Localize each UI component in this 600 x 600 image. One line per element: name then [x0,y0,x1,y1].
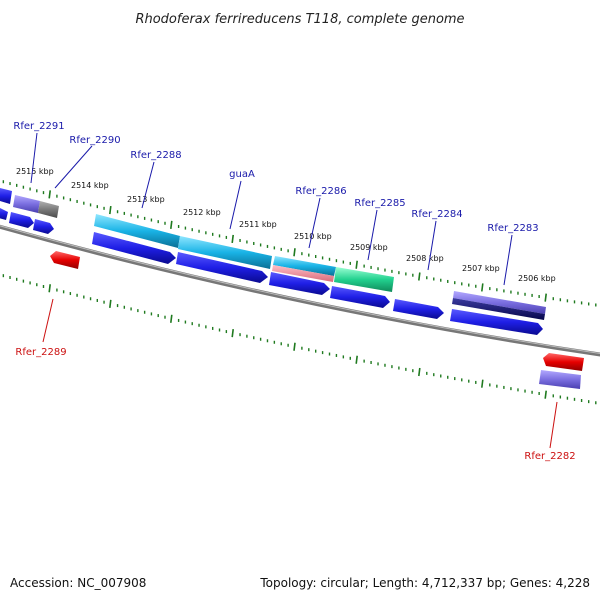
ring-tick [109,299,112,308]
ring-tick [481,379,484,388]
tick-label: 2510 kbp [294,232,332,241]
reverse-cds-track [50,251,584,389]
cds-arrow[interactable] [92,232,176,264]
ring-tick [418,272,421,281]
cds-arrow[interactable] [176,252,268,283]
gene-label[interactable]: Rfer_2285 [354,198,405,209]
tick-label: 2509 kbp [350,243,388,252]
leader-line [141,161,155,209]
tick-label: 2508 kbp [406,254,444,263]
ring-tick [231,234,234,244]
gene-label[interactable]: Rfer_2291 [13,121,64,132]
gene-label[interactable]: Rfer_2284 [411,209,462,220]
feature-segment[interactable] [334,267,394,292]
feature-segment[interactable] [38,201,59,218]
gene-label[interactable]: guaA [229,169,255,180]
gene-label[interactable]: Rfer_2290 [69,135,120,146]
leader-line [549,401,558,449]
cds-arrow[interactable] [393,299,444,319]
leader-line [30,132,38,184]
ring-tick [231,329,234,338]
tick-label: 2506 kbp [518,274,556,283]
gene-label[interactable]: Rfer_2288 [130,150,181,161]
ring-tick [48,190,51,199]
feature-segment[interactable] [178,236,272,269]
outer-tick-ring [2,180,597,307]
leader-line [54,145,93,189]
tick-label: 2513 kbp [127,195,165,204]
forward-gene-labels: Rfer_2291 Rfer_2290 Rfer_2288 guaA Rfer_… [13,121,538,234]
leader-line [229,180,242,230]
leader-line [308,197,321,249]
leader-line [503,234,513,286]
feature-segment[interactable] [0,188,12,204]
feature-segment[interactable] [453,291,546,314]
inner-tick-ring [2,274,597,405]
ring-tick [544,390,547,399]
tick-label: 2515 kbp [16,167,54,176]
cds-arrow[interactable] [50,251,80,269]
ring-tick [481,283,484,292]
feature-track [0,188,546,320]
ring-tick [355,260,358,269]
ring-tick [293,248,296,257]
cds-arrow[interactable] [9,212,34,228]
leader-line [427,220,437,271]
ring-tick [170,220,173,229]
ring-tick [544,293,547,302]
tick-label: 2511 kbp [239,220,277,229]
cds-arrow[interactable] [543,353,584,371]
accession-text: Accession: NC_007908 [10,576,146,590]
ring-tick [418,367,421,377]
tick-label: 2507 kbp [462,264,500,273]
leader-line [42,298,54,343]
ring-tick [355,355,358,364]
feature-segment[interactable] [273,256,336,276]
cds-arrow[interactable] [330,286,390,308]
map-title: Rhodoferax ferrireducens T118, complete … [135,12,464,27]
forward-cds-track [0,207,543,335]
forward-label-leaders [30,132,513,286]
ring-tick [293,342,296,351]
gene-label[interactable]: Rfer_2289 [15,347,66,358]
cds-arrow[interactable] [450,309,543,335]
reverse-gene-labels: Rfer_2289 Rfer_2282 [15,347,575,462]
gene-label[interactable]: Rfer_2286 [295,186,346,197]
reverse-label-leaders [42,298,558,449]
feature-segment[interactable] [272,265,334,282]
feature-segment[interactable] [539,370,581,389]
ring-tick [109,205,112,215]
genome-backbone [0,224,600,357]
feature-segment[interactable] [94,214,180,248]
topology-text: Topology: circular; Length: 4,712,337 bp… [259,576,590,590]
ring-tick [170,314,173,323]
feature-segment[interactable] [13,195,40,213]
gene-label[interactable]: Rfer_2283 [487,223,538,234]
cds-arrow[interactable] [33,219,54,234]
cds-arrow[interactable] [269,272,330,295]
tick-label: 2514 kbp [71,181,109,190]
ring-tick [48,284,51,293]
cds-arrow[interactable] [0,207,8,220]
gene-label[interactable]: Rfer_2282 [524,451,575,462]
tick-label: 2512 kbp [183,208,221,217]
tick-labels: 2515 kbp 2514 kbp 2513 kbp 2512 kbp 2511… [16,167,556,283]
feature-segment[interactable] [452,298,545,320]
leader-line [367,209,378,261]
